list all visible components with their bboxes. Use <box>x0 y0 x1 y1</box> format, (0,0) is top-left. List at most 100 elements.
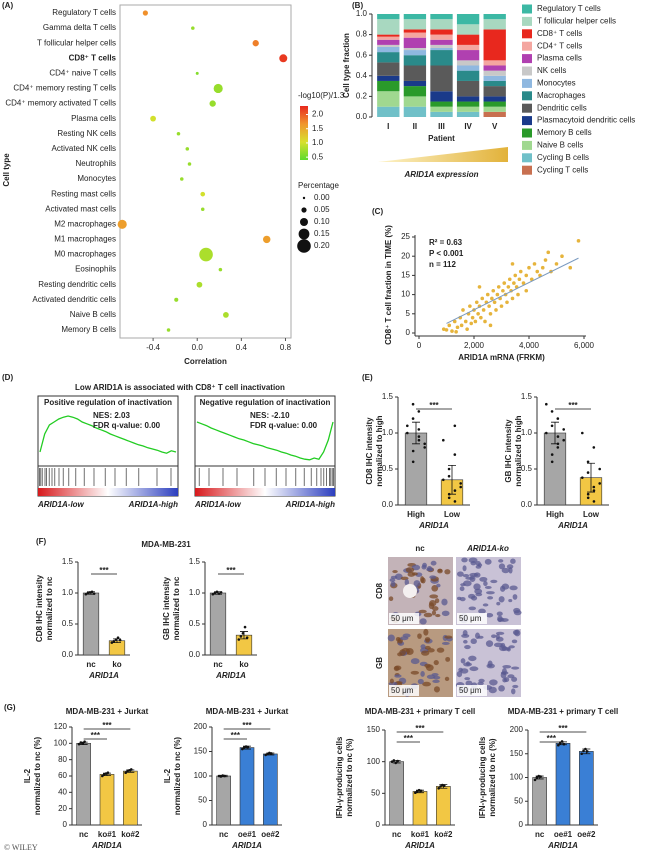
bar-segment <box>456 50 480 61</box>
y-tick-label: 0.0 <box>356 112 368 121</box>
x-tick-label: nc <box>213 660 223 669</box>
x-tick-label: oe#2 <box>577 830 596 839</box>
bar-segment <box>403 50 427 56</box>
ihc-nucleus <box>468 655 477 662</box>
scatter-point <box>488 312 493 316</box>
bar-segment <box>483 19 506 30</box>
y-tick-label: 50 <box>198 796 207 805</box>
ihc-nucleus <box>513 609 522 616</box>
ihc-nucleus <box>433 659 439 666</box>
data-point <box>90 590 94 594</box>
size-legend-title: Percentage <box>298 181 339 190</box>
category-label: T follicular helper cells <box>37 38 116 47</box>
y-tick-label: 1.5 <box>521 392 533 401</box>
y-tick-label: 40 <box>58 787 67 796</box>
bar-segment <box>403 14 427 20</box>
ihc-nucleus <box>456 670 463 678</box>
dot <box>191 26 195 30</box>
data-point <box>237 638 241 641</box>
ihc-nucleus <box>495 633 500 640</box>
bar-segment <box>456 44 480 51</box>
y-axis-title: normalized to nc (%) <box>33 737 42 816</box>
category-label: M0 macrophages <box>54 250 116 259</box>
data-point <box>415 790 419 793</box>
ihc-nucleus <box>484 585 492 590</box>
data-point <box>88 591 92 594</box>
category-label: Naive B cells <box>70 310 116 319</box>
size-key-label: 0.05 <box>314 205 330 214</box>
x-tick-label: IV <box>464 122 472 131</box>
scale-bar-label: 50 μm <box>459 614 482 623</box>
bar-segment <box>377 52 400 63</box>
ihc-nucleus <box>390 581 396 587</box>
ihc-nucleus <box>423 628 429 636</box>
legend-swatch <box>522 66 532 76</box>
data-point <box>586 492 590 496</box>
data-point <box>439 785 442 788</box>
color-tick-label: 2.0 <box>312 110 324 119</box>
bar-segment <box>403 55 427 66</box>
data-point <box>390 760 394 763</box>
data-point <box>556 442 560 446</box>
legend-swatch <box>522 128 532 138</box>
scatter-point <box>513 273 518 278</box>
dot <box>174 297 179 302</box>
column-label: nc <box>415 544 425 553</box>
bar-segment <box>403 37 427 48</box>
y-tick-label: 50 <box>514 796 523 805</box>
x-tick-label: ko#1 <box>411 830 430 839</box>
x-tick-label: 0 <box>417 341 422 350</box>
category-label: Eosinophils <box>75 265 116 274</box>
x-axis-title: ARID1A <box>557 521 588 530</box>
size-key-label: 0.20 <box>314 241 330 250</box>
dot <box>200 207 205 211</box>
bar-segment <box>483 60 506 66</box>
low-label: ARID1A-low <box>37 500 85 509</box>
data-point <box>586 496 590 500</box>
category-label: M2 macrophages <box>54 219 116 228</box>
data-point <box>539 775 542 778</box>
scatter-point <box>454 330 458 334</box>
bar <box>76 743 91 826</box>
bar-segment <box>430 47 453 51</box>
enrichment-curve <box>39 415 177 454</box>
ihc-nucleus <box>487 660 493 668</box>
data-point <box>411 460 415 464</box>
y-tick-label: 0 <box>63 820 68 829</box>
ihc-nucleus <box>461 633 470 638</box>
ihc-nucleus <box>469 666 479 672</box>
data-point <box>558 742 562 745</box>
x-tick-label: -0.4 <box>146 343 160 352</box>
scatter-point <box>568 265 573 270</box>
bar-segment <box>403 106 427 117</box>
category-label: Plasma cells <box>71 114 116 123</box>
data-point <box>241 747 244 751</box>
error-bar <box>587 462 595 493</box>
data-point <box>533 778 537 782</box>
legend-label: CD8⁺ T cells <box>537 29 582 38</box>
bar-segment <box>377 44 400 47</box>
fit-line <box>446 257 579 324</box>
size-key <box>298 228 310 240</box>
y-tick-label: 0.5 <box>62 619 74 628</box>
data-point <box>585 750 589 753</box>
annotation: n = 112 <box>429 260 456 269</box>
ihc-nucleus <box>486 591 495 595</box>
category-label: Regulatory T cells <box>52 8 116 17</box>
ihc-nucleus <box>470 638 477 645</box>
scatter-point <box>576 239 581 243</box>
ihc-nucleus <box>441 641 450 645</box>
ihc-nucleus <box>459 596 466 602</box>
ihc-nucleus <box>404 579 410 586</box>
x-axis-title: ARID1A <box>91 841 122 850</box>
data-point <box>447 474 451 478</box>
y-tick-label: 1.0 <box>356 9 368 18</box>
data-point <box>223 774 226 778</box>
bar <box>209 592 227 656</box>
ihc-nucleus <box>420 644 426 649</box>
scatter-point <box>527 265 531 270</box>
y-tick-label: 1.0 <box>521 428 533 437</box>
low-label: ARID1A-low <box>194 500 242 509</box>
